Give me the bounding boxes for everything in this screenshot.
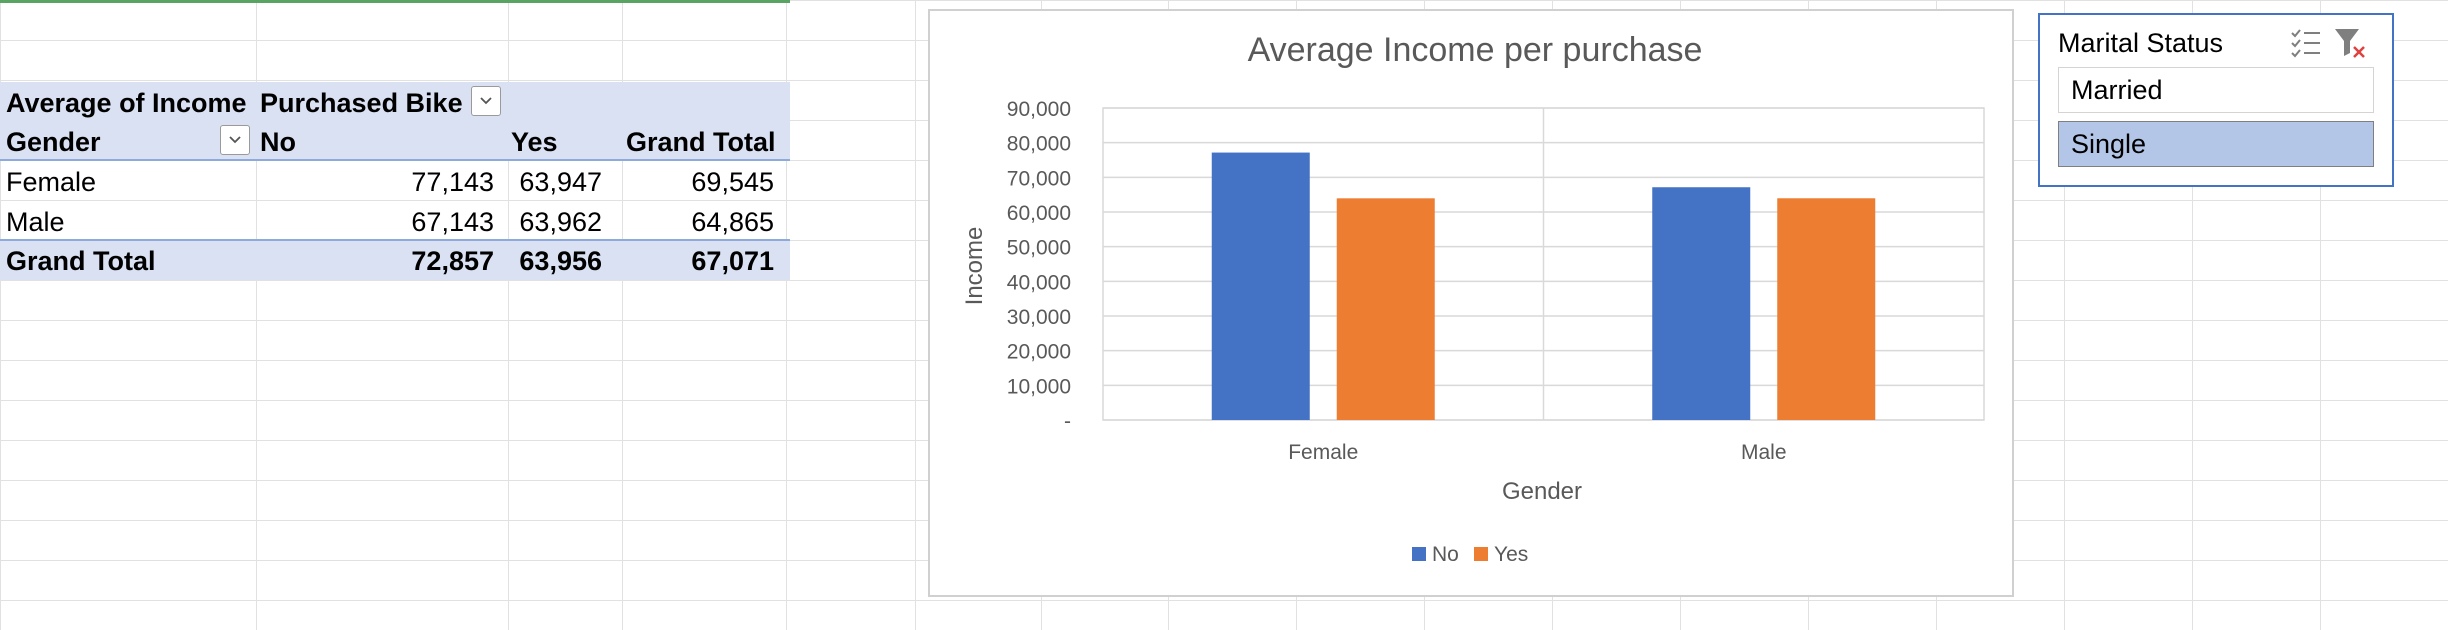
plot-area: - 10,000 20,000 30,000 40,000 50,000 60,000 70,… — [1007, 98, 1985, 464]
y-tick-label: - — [1064, 410, 1071, 433]
pivot-cell-yes[interactable]: 63,962 — [519, 207, 602, 237]
pivot-col-header-yes[interactable]: Yes — [511, 127, 558, 157]
chevron-down-icon — [229, 136, 241, 144]
pivot-chart[interactable]: Average Income per purchase Income Gende… — [928, 9, 2014, 597]
pivot-cell-total[interactable]: 69,545 — [691, 167, 774, 197]
y-tick-label: 90,000 — [1007, 98, 1071, 121]
y-tick-label: 20,000 — [1007, 341, 1071, 364]
pivot-header-divider — [0, 159, 790, 161]
pivot-row-field-label[interactable]: Gender — [6, 127, 101, 157]
legend-entry[interactable]: Yes — [1494, 543, 1528, 566]
y-tick-label: 70,000 — [1007, 167, 1071, 190]
row-filter-dropdown-button[interactable] — [220, 125, 250, 155]
pivot-row-label[interactable]: Female — [6, 167, 97, 197]
slicer-title: Marital Status — [2058, 28, 2224, 58]
pivot-column-field-label[interactable]: Purchased Bike — [260, 88, 463, 118]
y-tick-label: 10,000 — [1007, 375, 1071, 398]
bar-no-male[interactable] — [1652, 187, 1751, 420]
multi-select-icon[interactable] — [2288, 25, 2324, 61]
chart-canvas: Average Income per purchase Income Gende… — [961, 31, 1985, 566]
pivot-grand-total-no[interactable]: 72,857 — [411, 246, 494, 276]
y-tick-label: 50,000 — [1007, 237, 1071, 260]
pivot-values-label[interactable]: Average of Income — [6, 88, 247, 118]
chart-title: Average Income per purchase — [1248, 31, 1703, 69]
pivot-row-label[interactable]: Male — [6, 207, 65, 237]
x-tick-label: Male — [1741, 441, 1787, 464]
x-axis-title: Gender — [1502, 478, 1582, 505]
pivot-col-header-total[interactable]: Grand Total — [626, 127, 776, 157]
slicer-item-single[interactable]: Single — [2058, 121, 2374, 167]
pivot-grand-total-total[interactable]: 67,071 — [691, 246, 774, 276]
marital-status-slicer[interactable]: Marital Status Married Single — [2038, 13, 2394, 187]
legend-entry[interactable]: No — [1432, 543, 1459, 566]
bar-no-female[interactable] — [1211, 152, 1310, 421]
bar-yes-female[interactable] — [1336, 198, 1435, 420]
clear-filter-icon[interactable] — [2332, 25, 2368, 61]
legend-swatch — [1474, 547, 1488, 561]
pivot-total-divider — [0, 239, 790, 241]
legend-swatch — [1412, 547, 1426, 561]
pivot-col-header-no[interactable]: No — [260, 127, 296, 157]
pivot-cell-no[interactable]: 77,143 — [411, 167, 494, 197]
y-tick-label: 40,000 — [1007, 271, 1071, 294]
chevron-down-icon — [480, 97, 492, 105]
pivot-header-band — [0, 82, 790, 160]
pivot-cell-yes[interactable]: 63,947 — [519, 167, 602, 197]
column-filter-dropdown-button[interactable] — [471, 86, 501, 116]
x-tick-label: Female — [1288, 441, 1358, 464]
bar-yes-male[interactable] — [1777, 198, 1876, 420]
pivot-cell-no[interactable]: 67,143 — [411, 207, 494, 237]
chart-legend: No Yes — [1412, 543, 1528, 566]
y-tick-label: 60,000 — [1007, 202, 1071, 225]
slicer-item-married[interactable]: Married — [2058, 67, 2374, 113]
pivot-grand-total-band — [0, 240, 790, 280]
pivot-grand-total-yes[interactable]: 63,956 — [519, 246, 602, 276]
pivot-cell-total[interactable]: 64,865 — [691, 207, 774, 237]
active-cell-border — [0, 0, 790, 3]
pivot-grand-total-label[interactable]: Grand Total — [6, 246, 156, 276]
y-axis-title: Income — [961, 227, 988, 306]
y-tick-label: 80,000 — [1007, 133, 1071, 156]
y-tick-label: 30,000 — [1007, 306, 1071, 329]
